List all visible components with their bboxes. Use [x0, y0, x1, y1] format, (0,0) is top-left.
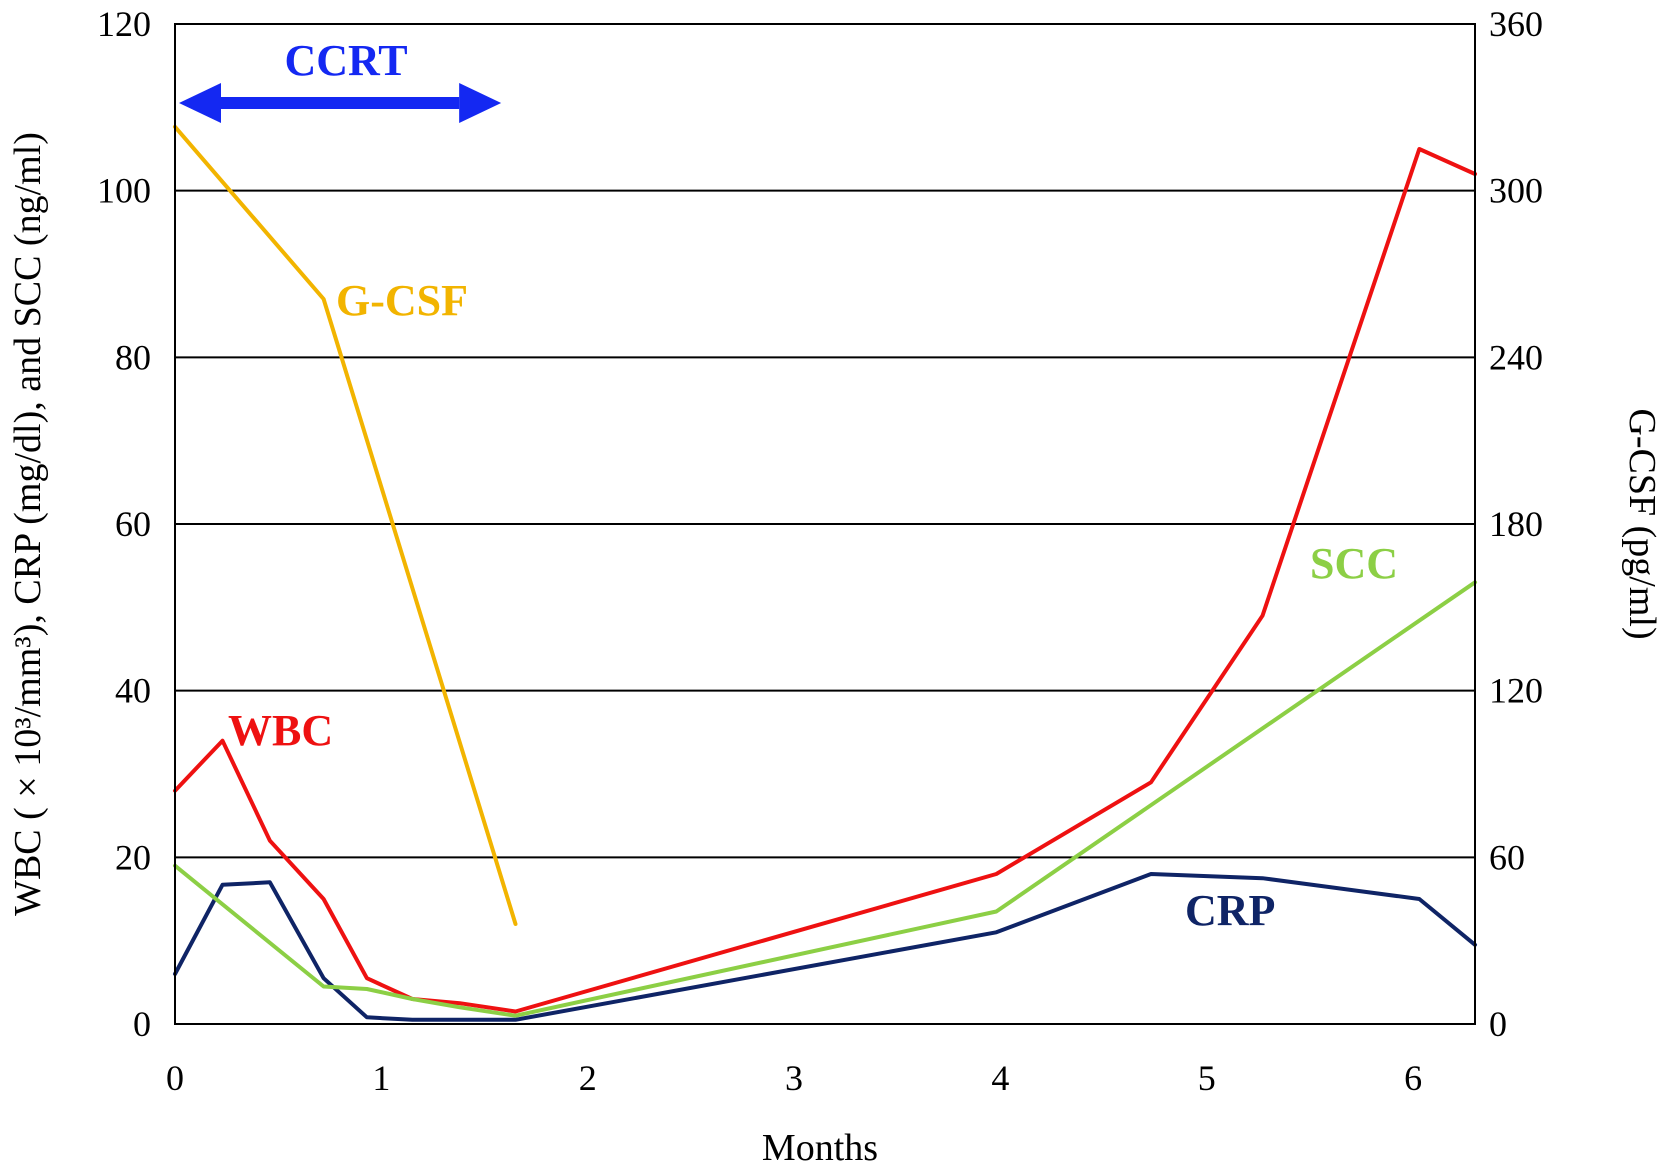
series-label-scc: SCC [1310, 539, 1398, 588]
y-right-tick-label: 120 [1489, 671, 1543, 711]
x-tick-label: 3 [785, 1058, 803, 1098]
x-tick-label: 5 [1198, 1058, 1216, 1098]
plot-frame [174, 23, 1476, 1025]
x-tick-label: 1 [372, 1058, 390, 1098]
y-right-tick-label: 360 [1489, 4, 1543, 44]
x-tick-label: 0 [166, 1058, 184, 1098]
x-tick-label: 6 [1404, 1058, 1422, 1098]
series-lines [173, 124, 1477, 1022]
series-line-wbc [173, 147, 1477, 1014]
series-line-scc [173, 580, 1477, 1018]
ccrt-arrow-left-head [179, 83, 221, 123]
y-left-tick-label: 120 [97, 4, 151, 44]
y-right-tick-label: 0 [1489, 1004, 1507, 1044]
y-axis-right-title: G-CSF (pg/ml) [1621, 408, 1660, 639]
series-line-g-csf [173, 124, 518, 926]
y-right-tick-label: 180 [1489, 504, 1543, 544]
series-label-crp: CRP [1185, 886, 1275, 935]
y-right-tick-label: 240 [1489, 337, 1543, 377]
y-left-tick-label: 100 [97, 171, 151, 211]
ccrt-arrow-right-head [459, 83, 502, 123]
y-axis-left-title: WBC ( × 10³/mm³), CRP (mg/dl), and SCC (… [7, 132, 49, 916]
y-left-tick-label: 0 [133, 1004, 151, 1044]
annotations: CCRT [179, 36, 502, 123]
tick-labels: 0 20 40 60 80 100 120 0 60 120 180 240 300 360 0 1 2 3 4 5 6 [97, 4, 1543, 1098]
series-label-wbc: WBC [228, 706, 333, 755]
y-right-tick-label: 300 [1489, 171, 1543, 211]
ccrt-arrow-shaft [221, 97, 460, 109]
y-left-tick-label: 80 [115, 337, 151, 377]
y-right-tick-label: 60 [1489, 837, 1525, 877]
x-tick-label: 2 [579, 1058, 597, 1098]
x-axis-title: Months [762, 1127, 878, 1169]
series-line-crp [173, 872, 1477, 1022]
y-left-tick-label: 60 [115, 504, 151, 544]
ccrt-label: CCRT [285, 36, 408, 85]
y-left-tick-label: 40 [115, 671, 151, 711]
series-labels: WBC CRP SCC G-CSF [228, 276, 1398, 935]
y-left-tick-label: 20 [115, 837, 151, 877]
x-tick-label: 4 [991, 1058, 1009, 1098]
series-label-g-csf: G-CSF [336, 276, 468, 325]
